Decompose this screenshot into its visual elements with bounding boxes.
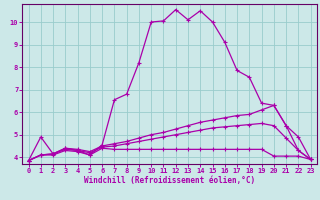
X-axis label: Windchill (Refroidissement éolien,°C): Windchill (Refroidissement éolien,°C) bbox=[84, 176, 255, 185]
